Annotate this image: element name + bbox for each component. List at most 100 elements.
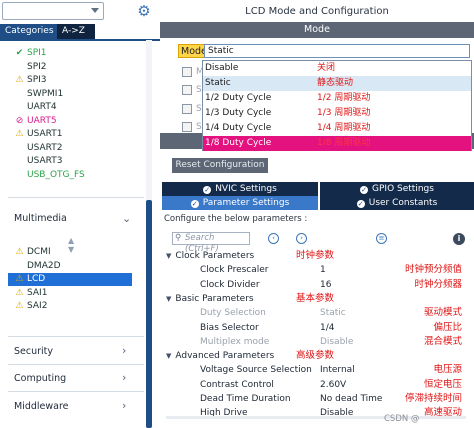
tab-nvic-settings[interactable]: ✓ NVIC Settings xyxy=(162,182,318,196)
checkbox-label: M xyxy=(196,67,204,77)
category-computing[interactable]: Computing xyxy=(14,373,67,384)
group-name: Basic Parameters xyxy=(175,293,254,304)
checkbox-label: SE xyxy=(196,84,207,96)
reset-configuration-button[interactable]: Reset Configuration xyxy=(172,158,268,173)
dropdown-option[interactable]: 1/2 Duty Cycle 1/2 周期驱动 xyxy=(203,91,471,106)
page-title: LCD Mode and Configuration xyxy=(245,6,389,17)
parameter-group[interactable]: ▼ Advanced Parameters xyxy=(166,349,274,363)
horizontal-scrollbar-track[interactable] xyxy=(166,416,466,419)
option-annotation: 1/2 周期驱动 xyxy=(317,93,371,103)
peripheral-item-usart2[interactable]: USART2 xyxy=(14,142,62,155)
option-annotation: 1/8 周期驱动 xyxy=(317,138,371,148)
peripheral-item-lcd[interactable]: ⚠ LCD xyxy=(14,273,45,286)
search-placeholder: Search (Ctrl+F) xyxy=(185,233,219,254)
peripheral-item-usart3[interactable]: USART3 xyxy=(14,155,62,168)
peripheral-tree-panel: ⚙ Categories A->Z ✔ SPI1 SPI2 ⚠ SPI3 SWPMI1 UA… xyxy=(0,0,160,428)
collapse-triangle-icon[interactable]: ▼ xyxy=(166,252,172,260)
peripheral-item-uart5[interactable]: ⊘ UART5 xyxy=(14,115,57,128)
tab-parameter-settings[interactable]: ✓ Parameter Settings xyxy=(162,196,318,210)
parameter-search-input[interactable]: ⚲ Search (Ctrl+F) xyxy=(172,232,250,254)
category-security[interactable]: Security xyxy=(14,346,54,357)
sort-arrow-icon[interactable]: ▲ ▼ xyxy=(68,236,75,254)
option-label: 1/3 Duty Cycle xyxy=(205,108,272,118)
tab-categories[interactable]: Categories xyxy=(0,24,57,39)
tree-scrollbar-thumb[interactable] xyxy=(146,200,152,428)
chevron-right-icon[interactable]: › xyxy=(122,344,127,357)
divider xyxy=(8,197,144,198)
chevron-down-icon[interactable]: ⌄ xyxy=(122,212,132,225)
parameter-value[interactable]: Static xyxy=(320,308,346,319)
parameter-value[interactable]: 1/4 xyxy=(320,322,335,333)
category-multimedia[interactable]: Multimedia xyxy=(14,213,67,224)
parameter-name: Clock Prescaler xyxy=(200,265,269,276)
peripheral-item-usb_otg_fs[interactable]: USB_OTG_FS xyxy=(14,169,85,182)
parameter-group[interactable]: ▼ Basic Parameters xyxy=(166,292,254,306)
parameter-value[interactable]: 2.60V xyxy=(320,379,347,390)
peripheral-item-spi3[interactable]: ⚠ SPI3 xyxy=(14,74,46,87)
peripheral-item-uart4[interactable]: UART4 xyxy=(14,101,57,114)
dropdown-option[interactable]: Disable 关闭 xyxy=(203,61,471,76)
collapse-triangle-icon[interactable]: ▼ xyxy=(166,294,172,303)
parameter-annotation: 恒定电压 xyxy=(423,378,462,390)
peripheral-item-dcmi[interactable]: ⚠ DCMI xyxy=(14,246,50,259)
parameter-name: High Drive xyxy=(200,408,248,419)
group-name: Clock Parameters xyxy=(175,251,255,261)
group-annotation: 基本参数 xyxy=(296,292,335,304)
chevron-right-icon[interactable]: › xyxy=(122,371,127,384)
configure-parameters-label: Configure the below parameters : xyxy=(164,214,308,224)
parameter-value[interactable]: 1 xyxy=(320,265,326,276)
dropdown-option-selected[interactable]: 1/8 Duty Cycle 1/8 周期驱动 xyxy=(203,136,471,151)
peripheral-label: USB_OTG_FS xyxy=(27,169,85,180)
warning-icon: ⚠ xyxy=(15,287,24,298)
collapse-triangle-icon[interactable]: ▼ xyxy=(166,352,172,361)
tree-toolbar: ⚙ xyxy=(0,0,160,22)
tab-user-constants[interactable]: ✓ User Constants xyxy=(320,196,474,210)
peripheral-item-dma2d[interactable]: DMA2D xyxy=(14,260,61,273)
parameter-value[interactable]: No dead Time xyxy=(320,394,383,404)
parameter-value[interactable]: Disable xyxy=(320,336,354,347)
warning-icon: ⚠ xyxy=(15,129,24,139)
expand-all-icon[interactable]: ≡ xyxy=(376,233,387,244)
group-annotation: 高级参数 xyxy=(296,350,335,362)
gear-icon[interactable]: ⚙ xyxy=(137,2,151,20)
checkbox[interactable] xyxy=(182,67,192,77)
peripheral-item-swpmi1[interactable]: SWPMI1 xyxy=(14,88,63,101)
tree-sort-tabs: Categories A->Z xyxy=(0,24,160,39)
peripheral-item-sai1[interactable]: ⚠ SAI1 xyxy=(14,287,47,300)
peripheral-label: SPI2 xyxy=(27,61,47,72)
parameter-value[interactable]: Internal xyxy=(320,365,355,376)
parameter-annotation: 偏压比 xyxy=(433,321,462,333)
peripheral-item-sai2[interactable]: ⚠ SAI2 xyxy=(14,300,47,313)
info-icon[interactable]: i xyxy=(453,233,465,245)
parameter-annotation: 时钟分频器 xyxy=(414,278,462,290)
chevron-down-icon[interactable] xyxy=(91,8,99,13)
previous-match-icon[interactable]: ‹ xyxy=(268,233,279,244)
option-annotation: 关闭 xyxy=(317,63,336,73)
checkbox-label: SE xyxy=(196,121,207,133)
parameter-value[interactable]: Disable xyxy=(320,408,354,419)
checkbox[interactable] xyxy=(182,104,192,114)
peripheral-item-spi2[interactable]: SPI2 xyxy=(14,61,47,74)
next-match-icon[interactable]: › xyxy=(296,233,307,244)
checkbox[interactable] xyxy=(182,85,192,95)
chevron-right-icon[interactable]: › xyxy=(122,399,127,412)
option-label: Disable xyxy=(205,63,239,73)
peripheral-item-spi1[interactable]: ✔ SPI1 xyxy=(14,47,47,60)
peripheral-item-usart1[interactable]: ⚠ USART1 xyxy=(14,128,62,141)
dropdown-option[interactable]: 1/4 Duty Cycle 1/4 周期驱动 xyxy=(203,121,471,136)
divider xyxy=(8,391,144,392)
peripheral-search-combo[interactable] xyxy=(2,2,104,20)
dropdown-option[interactable]: Static 静态驱动 xyxy=(203,76,471,91)
group-annotation: 时钟参数 xyxy=(296,250,335,261)
category-middleware[interactable]: Middleware xyxy=(14,401,69,412)
tab-gpio-settings[interactable]: ✓ GPIO Settings xyxy=(320,182,474,196)
dropdown-option[interactable]: 1/3 Duty Cycle 1/3 周期驱动 xyxy=(203,106,471,121)
checkbox[interactable] xyxy=(182,122,192,132)
tab-a-to-z[interactable]: A->Z xyxy=(57,24,95,39)
tab-label: Parameter Settings xyxy=(202,198,290,208)
option-label: 1/2 Duty Cycle xyxy=(205,93,272,103)
parameter-group[interactable]: ▼ Clock Parameters xyxy=(166,249,254,263)
divider xyxy=(8,336,144,337)
parameter-value[interactable]: 16 xyxy=(320,279,332,290)
mode-select[interactable]: Static xyxy=(204,44,470,58)
